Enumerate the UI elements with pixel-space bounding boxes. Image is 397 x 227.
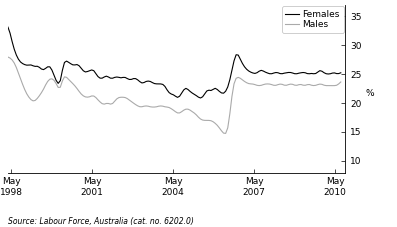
Females xyxy=(324,72,329,75)
Legend: Females, Males: Females, Males xyxy=(282,6,343,33)
Females xyxy=(338,72,343,74)
Males xyxy=(6,56,10,58)
Females xyxy=(223,90,228,93)
Males xyxy=(100,102,104,105)
Females xyxy=(73,64,77,66)
Males xyxy=(190,110,195,113)
Males xyxy=(324,84,329,87)
Females xyxy=(198,97,203,99)
Males xyxy=(221,132,226,135)
Y-axis label: %: % xyxy=(366,89,374,98)
Text: Source: Labour Force, Australia (cat. no. 6202.0): Source: Labour Force, Australia (cat. no… xyxy=(8,217,194,226)
Males xyxy=(223,132,228,135)
Females xyxy=(280,72,285,75)
Line: Females: Females xyxy=(8,27,341,98)
Males xyxy=(73,85,77,87)
Females xyxy=(100,77,104,79)
Females xyxy=(6,26,10,28)
Females xyxy=(190,92,195,94)
Males xyxy=(338,81,343,83)
Line: Males: Males xyxy=(8,57,341,133)
Males xyxy=(280,83,285,86)
